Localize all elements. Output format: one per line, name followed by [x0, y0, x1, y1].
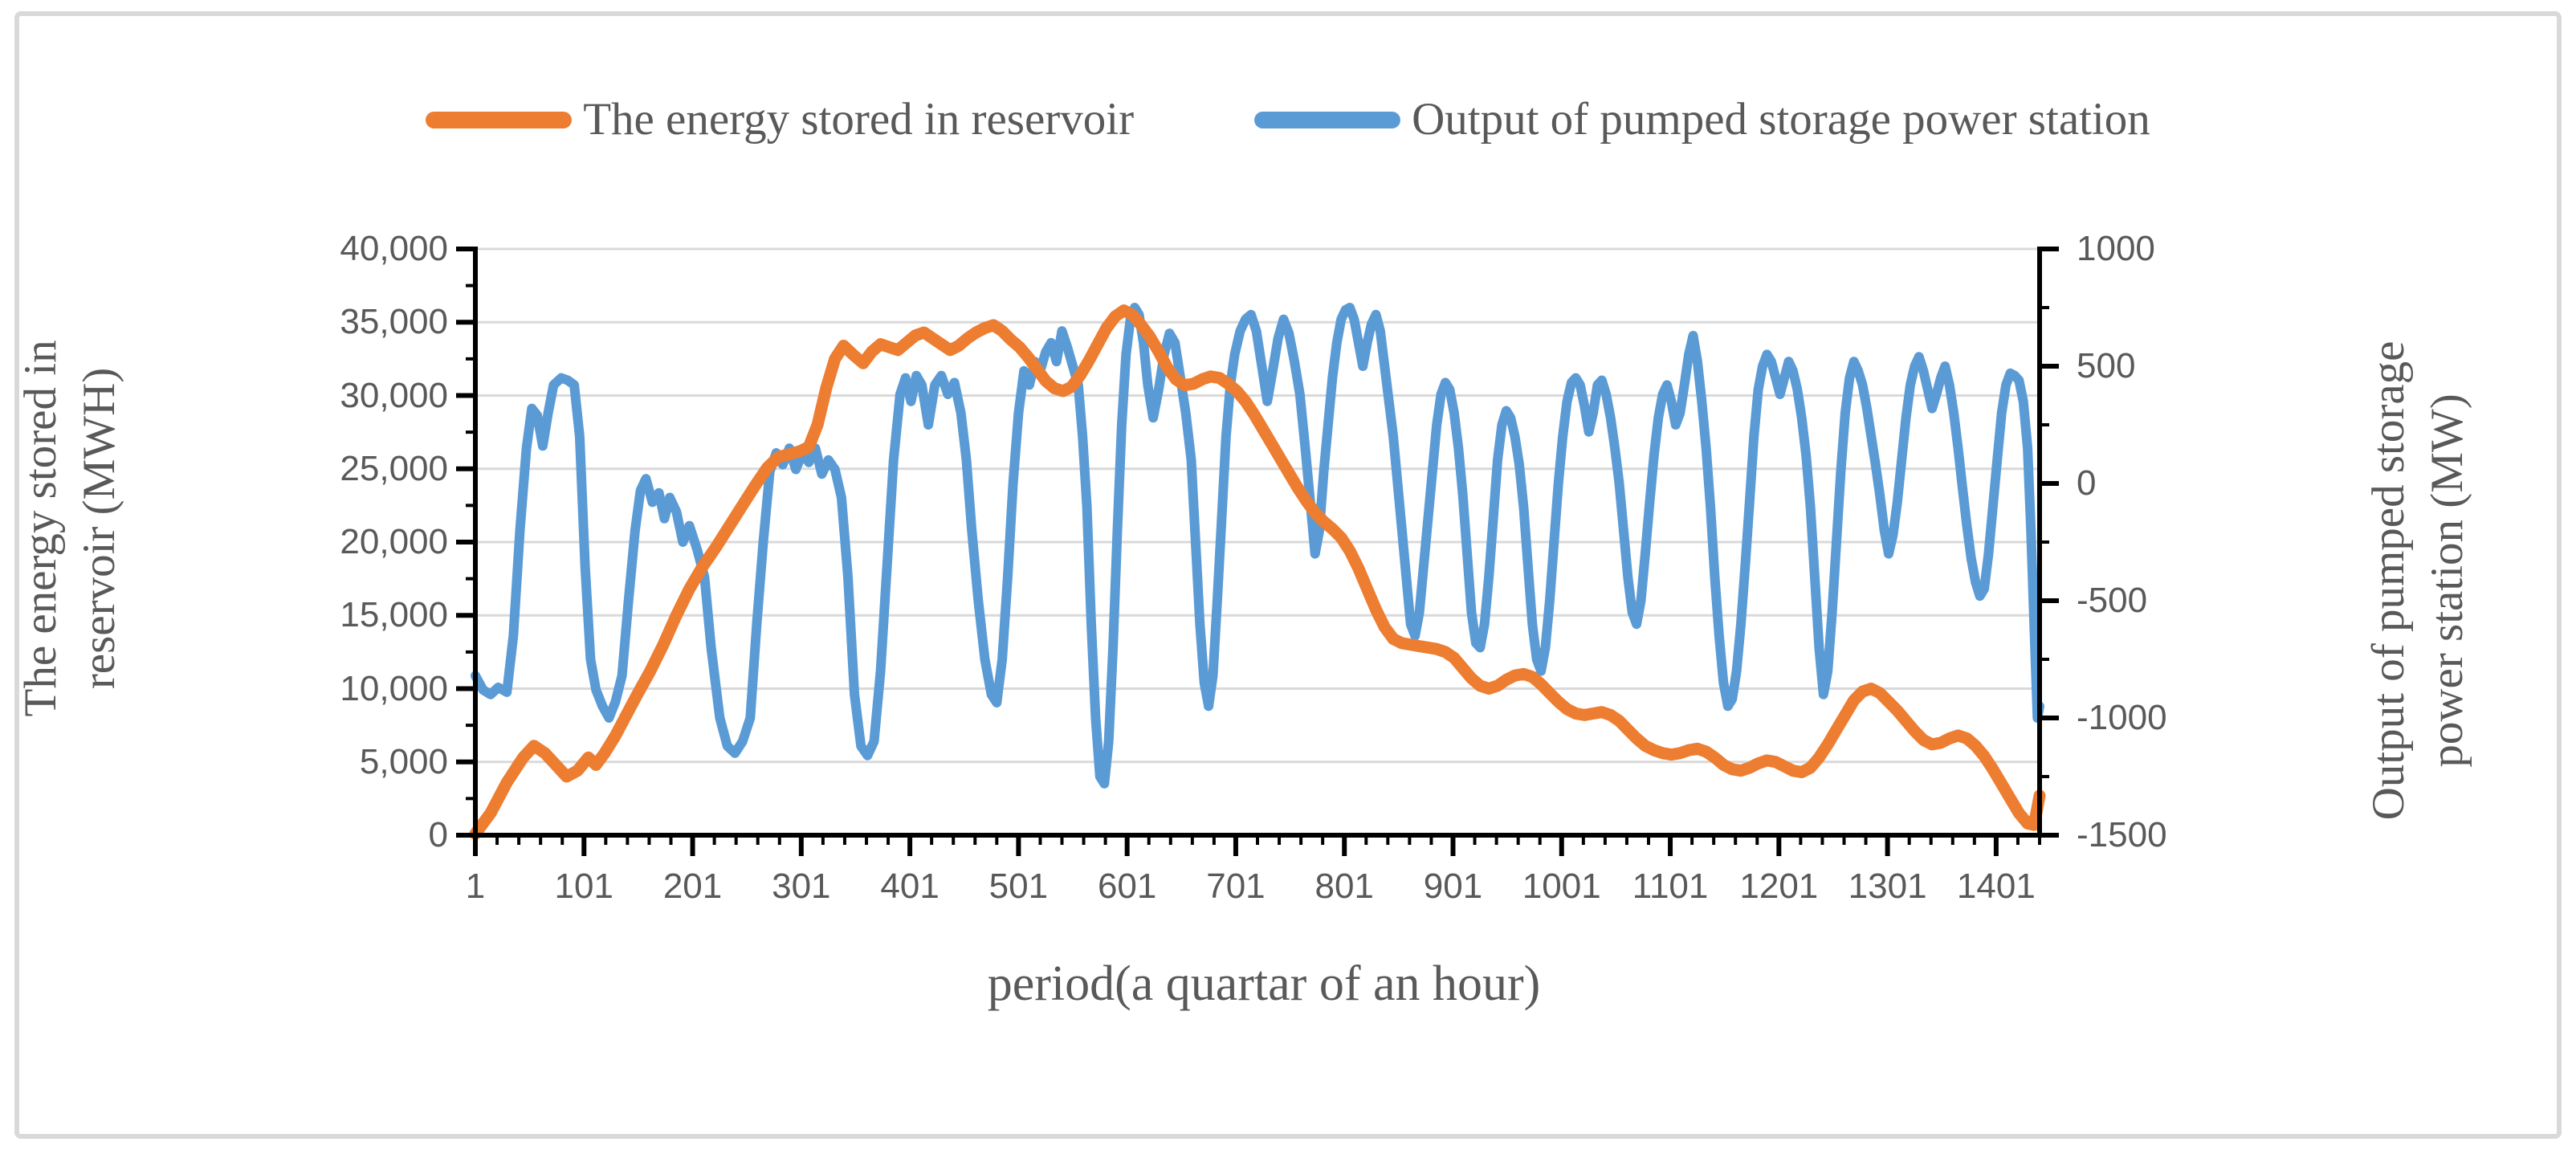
output-series-swatch — [1254, 111, 1401, 128]
y-right-tick-label: 0 — [2077, 463, 2097, 503]
y-left-tick-label: 0 — [428, 815, 448, 854]
x-tick-label: 1201 — [1739, 867, 1819, 906]
legend-label-output: Output of pumped storage power station — [1412, 94, 2150, 145]
x-tick-label: 1301 — [1848, 867, 1927, 906]
y-right-tick-label: -1500 — [2077, 815, 2167, 854]
y-right-tick-label: 500 — [2077, 346, 2136, 385]
y-left-tick-label: 25,000 — [340, 448, 448, 488]
x-tick-label: 701 — [1206, 867, 1266, 906]
figure-border — [14, 11, 2562, 1139]
legend-label-energy: The energy stored in reservoir — [583, 94, 1135, 145]
y-right-tick-label: -500 — [2077, 581, 2148, 620]
y-right-tick-label: -1000 — [2077, 698, 2167, 737]
y-left-tick-label: 5,000 — [359, 741, 448, 781]
x-tick-label: 901 — [1423, 867, 1483, 906]
x-tick-label: 301 — [772, 867, 831, 906]
y-left-tick-label: 40,000 — [340, 229, 448, 268]
x-tick-label: 101 — [554, 867, 613, 906]
series-line-output — [471, 303, 2044, 789]
x-tick-label: 1 — [465, 867, 486, 906]
x-tick-label: 1001 — [1522, 867, 1601, 906]
x-tick-label: 201 — [662, 867, 723, 906]
x-tick-label: 801 — [1314, 867, 1374, 906]
y-left-tick-label: 30,000 — [340, 375, 448, 415]
energy-series-swatch — [426, 111, 573, 128]
legend-item-energy: The energy stored in reservoir — [426, 94, 1135, 145]
x-axis-title: period(a quartar of an hour) — [987, 956, 1541, 1011]
y-left-tick-label: 15,000 — [340, 595, 448, 635]
y-left-tick-label: 20,000 — [340, 522, 448, 561]
y-left-tick-label: 10,000 — [340, 668, 448, 708]
x-tick-label: 501 — [988, 867, 1049, 906]
x-tick-label: 601 — [1097, 867, 1157, 906]
y-left-tick-label: 35,000 — [340, 302, 448, 342]
y-right-tick-label: 1000 — [2077, 229, 2155, 268]
series-line-energy — [469, 304, 2046, 840]
legend-item-output: Output of pumped storage power station — [1254, 94, 2150, 145]
legend: The energy stored in reservoir Output of… — [0, 94, 2576, 145]
x-tick-label: 1101 — [1632, 867, 1709, 906]
x-tick-label: 1401 — [1956, 867, 2036, 906]
x-tick-label: 401 — [880, 867, 940, 906]
